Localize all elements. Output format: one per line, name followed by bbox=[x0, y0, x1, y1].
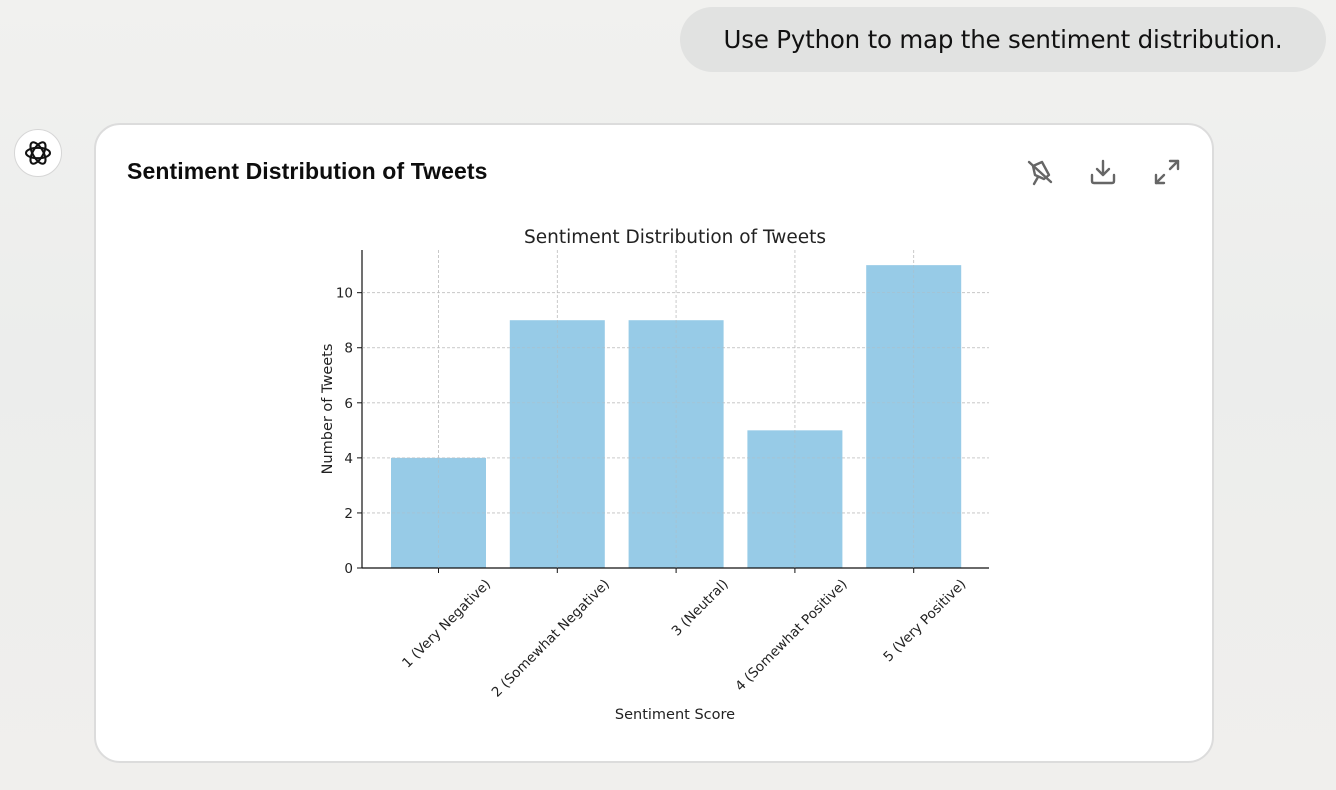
x-tick-label: 3 (Neutral) bbox=[669, 576, 732, 639]
chart-card: Sentiment Distribution of Tweets bbox=[94, 123, 1214, 763]
x-tick-label: 5 (Very Positive) bbox=[880, 576, 969, 665]
x-tick-label: 4 (Somewhat Positive) bbox=[732, 576, 850, 694]
y-tick-label: 8 bbox=[344, 341, 353, 357]
y-axis-label: Number of Tweets bbox=[320, 344, 336, 475]
y-tick-label: 10 bbox=[336, 286, 353, 302]
y-tick-label: 0 bbox=[344, 561, 353, 577]
user-message-text: Use Python to map the sentiment distribu… bbox=[723, 25, 1283, 54]
bar-chart: 0 2 4 6 8 10 1 (Very Negative)2 (Somewhat Nega… bbox=[320, 227, 989, 723]
x-tick-label: 2 (Somewhat Negative) bbox=[489, 576, 613, 700]
download-button[interactable] bbox=[1083, 152, 1123, 192]
pin-chart-button[interactable] bbox=[1020, 152, 1060, 192]
y-tick-label: 2 bbox=[344, 506, 353, 522]
assistant-avatar bbox=[14, 129, 62, 177]
x-axis-label: Sentiment Score bbox=[615, 707, 735, 723]
y-tick-label: 4 bbox=[344, 451, 353, 467]
pin-off-icon bbox=[1027, 160, 1053, 186]
x-tick-label: 1 (Very Negative) bbox=[399, 576, 494, 671]
user-message-bubble: Use Python to map the sentiment distribu… bbox=[680, 7, 1326, 72]
y-tick-label: 6 bbox=[344, 396, 353, 412]
expand-button[interactable] bbox=[1147, 152, 1187, 192]
card-title: Sentiment Distribution of Tweets bbox=[127, 158, 488, 184]
expand-icon bbox=[1154, 159, 1180, 185]
openai-logo-icon bbox=[24, 141, 52, 165]
chart-title: Sentiment Distribution of Tweets bbox=[524, 227, 826, 248]
download-icon bbox=[1090, 159, 1116, 185]
